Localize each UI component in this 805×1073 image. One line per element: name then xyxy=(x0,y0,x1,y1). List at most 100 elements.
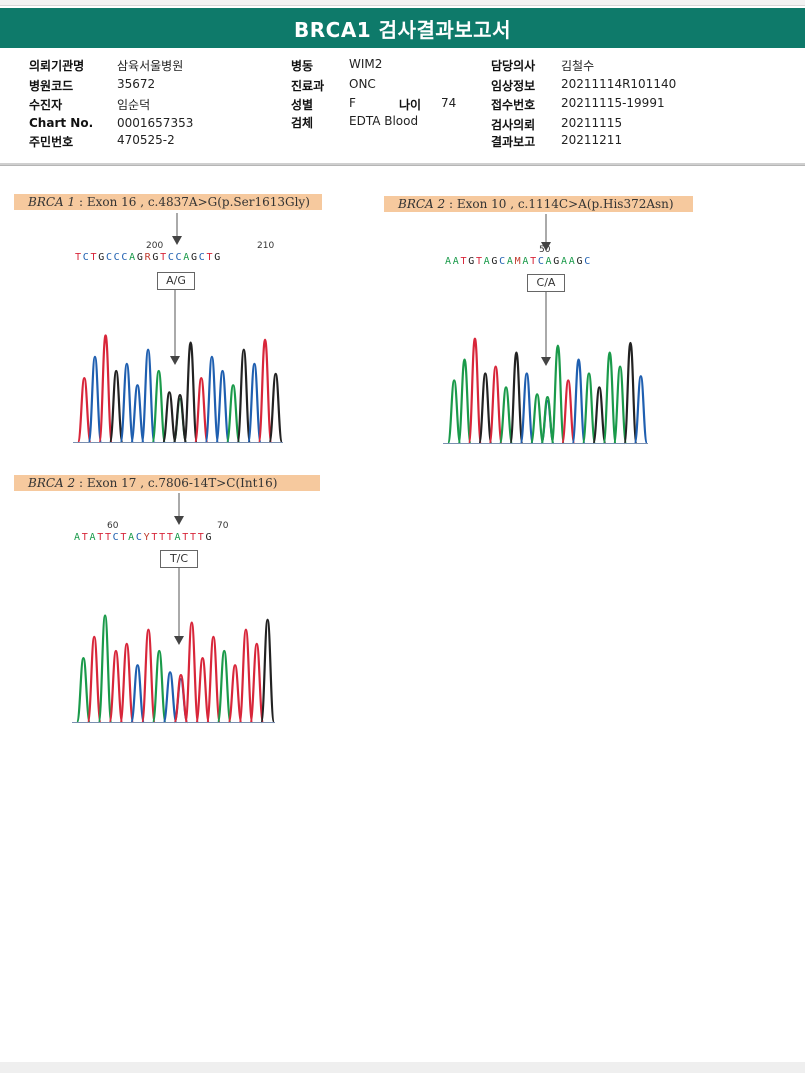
sequence-base: C xyxy=(121,252,130,263)
trace-peak xyxy=(162,671,178,724)
value-result-report: 20211211 xyxy=(561,133,623,147)
label-patient: 수진자 xyxy=(29,98,63,112)
sequence-base: R xyxy=(144,252,153,263)
header-separator xyxy=(0,163,805,166)
value-institution: 삼육서울병원 xyxy=(117,59,184,73)
sequence-base: T xyxy=(151,532,160,543)
sequence-base: T xyxy=(160,252,168,263)
sequence-base: A xyxy=(506,256,515,267)
trace-peak xyxy=(108,369,124,444)
variant-detail-3: : Exon 17 , c.7806-14T>C(Int16) xyxy=(75,476,278,490)
trace-svg-1 xyxy=(73,290,283,444)
trace-peak xyxy=(225,384,241,444)
value-department: ONC xyxy=(349,77,376,91)
sequence-base: G xyxy=(491,256,500,267)
variant-gene-3: BRCA 2 xyxy=(28,476,76,490)
trace-peak xyxy=(571,358,586,445)
sequence-base: T xyxy=(166,532,175,543)
label-receipt-no: 접수번호 xyxy=(491,98,536,112)
trace-svg-3 xyxy=(72,568,275,724)
sequence-base: A xyxy=(129,252,137,263)
trace-peak xyxy=(216,649,232,724)
trace-peak xyxy=(151,369,167,444)
trace-peak xyxy=(151,649,167,724)
trace-peak xyxy=(86,635,102,724)
label-department: 진료과 xyxy=(291,79,325,93)
trace-peak xyxy=(477,372,493,445)
sequence-base: T xyxy=(120,532,129,543)
label-result-report: 결과보고 xyxy=(491,135,536,149)
trace-peak xyxy=(238,628,254,724)
trace-peak xyxy=(204,355,220,444)
trace-peak xyxy=(540,396,555,445)
trace-peak xyxy=(172,394,188,444)
trace-peak xyxy=(457,358,472,445)
sequence-base: A xyxy=(445,256,453,267)
trace-peak xyxy=(130,384,145,444)
position-start-3: 60 xyxy=(107,521,119,531)
sequence-base: C xyxy=(198,252,207,263)
sequence-base: A xyxy=(561,256,569,267)
trace-peak xyxy=(488,365,503,445)
trace-peak xyxy=(140,628,157,724)
sequence-base: C xyxy=(499,256,507,267)
trace-peak xyxy=(183,341,199,444)
sequence-base: C xyxy=(82,252,91,263)
trace-peak xyxy=(119,642,135,724)
sequence-base: G xyxy=(553,256,562,267)
sequence-base: A xyxy=(74,532,82,543)
trace-peak xyxy=(173,674,189,724)
pointer-arrow-icon xyxy=(174,636,184,645)
sequence-base: A xyxy=(522,256,531,267)
trace-peak xyxy=(87,355,103,444)
position-end-1: 210 xyxy=(257,241,275,251)
trace-peak xyxy=(98,334,114,444)
trace-peak xyxy=(581,372,597,445)
value-hospital-code: 35672 xyxy=(117,77,156,91)
sequence-base: T xyxy=(460,256,469,267)
trace-svg-2 xyxy=(443,292,648,445)
variant-label-1: BRCA 1 : Exon 16 , c.4837A>G(p.Ser1613Gl… xyxy=(14,194,322,210)
base-call-1: A/G xyxy=(157,272,195,290)
sequence-base: T xyxy=(182,532,191,543)
trace-peak xyxy=(446,379,462,445)
trace-peak xyxy=(623,341,638,445)
variant-detail-2: : Exon 10 , c.1114C>A(p.His372Asn) xyxy=(445,197,674,211)
trace-peak xyxy=(119,362,135,444)
variant-label-2: BRCA 2 : Exon 10 , c.1114C>A(p.His372Asn… xyxy=(384,196,693,212)
value-ward: WIM2 xyxy=(349,57,383,71)
variant-detail-1: : Exon 16 , c.4837A>G(p.Ser1613Gly) xyxy=(75,195,310,209)
trace-peak xyxy=(108,649,124,724)
trace-peak xyxy=(612,365,628,445)
report-title: BRCA1 검사결과보고서 xyxy=(0,8,805,48)
sequence-base: C xyxy=(112,532,121,543)
trace-peak xyxy=(205,635,222,724)
sequence-base: A xyxy=(174,532,183,543)
trace-peak xyxy=(467,337,483,445)
sequence-base: C xyxy=(105,252,114,263)
trace-peak xyxy=(97,614,113,724)
label-test-request: 검사의뢰 xyxy=(491,118,536,132)
chromatogram-3: 60 70 ATATTCTACYTTTATTTG T/C xyxy=(72,520,275,725)
sequence-base: G xyxy=(98,252,106,263)
label-sex: 성별 xyxy=(291,98,314,112)
sequence-base: C xyxy=(175,252,184,263)
trace-peak xyxy=(560,379,576,445)
sequence-base: A xyxy=(128,532,136,543)
trace-peak xyxy=(129,664,146,724)
trace-peak xyxy=(602,351,618,445)
sequence-base: C xyxy=(537,256,546,267)
sequence-base: G xyxy=(136,252,145,263)
value-chart-no: 0001657353 xyxy=(117,116,194,130)
value-resident-no: 470525-2 xyxy=(117,133,175,147)
sequence-base: C xyxy=(135,532,144,543)
sequence-base: G xyxy=(468,256,476,267)
sequence-3: ATATTCTACYTTTATTTG xyxy=(74,532,213,543)
sequence-base: Y xyxy=(143,532,152,543)
value-patient: 임순덕 xyxy=(117,98,151,112)
trace-peak xyxy=(249,642,265,724)
sequence-base: T xyxy=(159,532,167,543)
trace-peak xyxy=(215,369,230,444)
trace-peak xyxy=(76,376,92,444)
trace-peak xyxy=(633,375,648,445)
